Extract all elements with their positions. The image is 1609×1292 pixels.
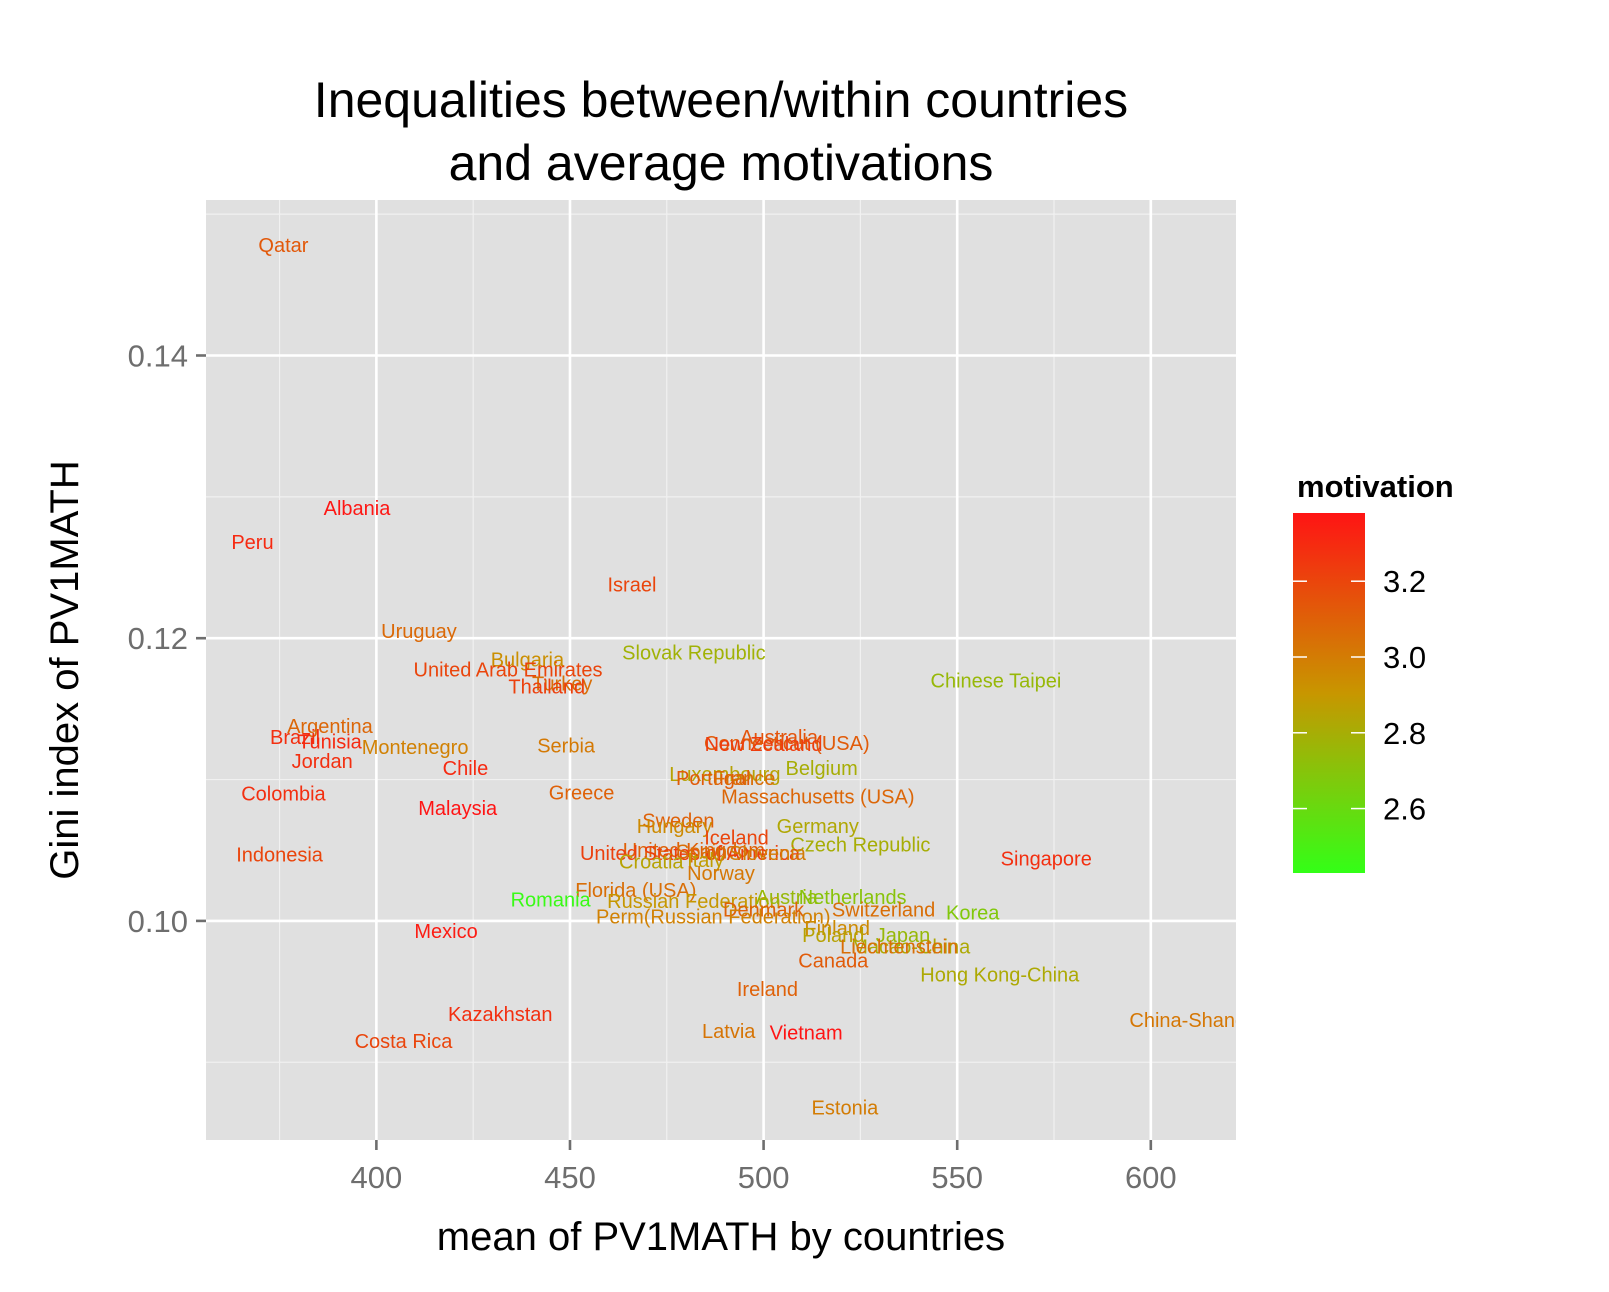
point-label: Slovenia (729, 843, 807, 865)
point-label: Chinese Taipei (931, 671, 1062, 693)
point-label: Brazil (270, 727, 320, 749)
point-label: Luxembourg (669, 764, 780, 786)
point-label: Vietnam (770, 1023, 843, 1045)
point-label: Netherlands (799, 887, 907, 909)
point-label: Czech Republic (790, 835, 930, 857)
x-tick-label: 600 (1125, 1160, 1177, 1195)
point-label: Sweden (642, 811, 714, 833)
grid-major (206, 200, 1236, 1140)
point-label: Finland (804, 918, 870, 940)
x-axis: 400 450 500 550 600 (351, 1140, 1177, 1195)
x-tick-label: 500 (738, 1160, 790, 1195)
y-tick-label: 0.12 (128, 621, 188, 656)
point-label: Connecticut (USA) (704, 733, 870, 755)
point-label: China-Shanghai (1129, 1010, 1272, 1032)
point-label: Hungary (637, 816, 713, 838)
plot-panel (206, 200, 1236, 1140)
point-label: Iceland (704, 828, 769, 850)
point-label: Malaysia (418, 798, 498, 820)
point-label: Norway (687, 863, 755, 885)
legend-tick-label: 3.0 (1383, 640, 1426, 675)
point-label: Denmark (723, 900, 805, 922)
x-tick-label: 400 (351, 1160, 403, 1195)
point-label: Serbia (537, 736, 596, 758)
point-label: United Arab Emirates (414, 659, 603, 681)
point-labels: Qatar Albania Peru Israel Uruguay Slovak Repu… (231, 235, 1272, 1119)
point-label: Canada (798, 950, 869, 972)
point-label: Costa Rica (355, 1031, 454, 1053)
point-label: Argentina (287, 716, 373, 738)
point-label: Germany (777, 816, 859, 838)
point-label: Colombia (241, 784, 326, 806)
x-tick-label: 450 (544, 1160, 596, 1195)
point-label: Russian Federation (607, 891, 780, 913)
chart-title-line-2: and average motivations (449, 135, 994, 191)
point-label: Mexico (414, 921, 477, 943)
point-label: Greece (549, 782, 615, 804)
point-label: France (713, 768, 775, 790)
point-label: Turkey (532, 673, 592, 695)
point-label: Thailand (508, 676, 585, 698)
point-label: Belgium (786, 758, 858, 780)
point-label: Florida (USA) (575, 880, 696, 902)
point-label: Liechtenstein (840, 936, 958, 958)
chart-title-line-1: Inequalities between/within countries (314, 72, 1128, 128)
point-label: Uruguay (381, 621, 457, 643)
point-label: Croatia (619, 852, 684, 874)
y-axis: 0.10 0.12 0.14 (128, 338, 206, 939)
legend-colorbar (1293, 513, 1365, 873)
x-tick-label: 550 (931, 1160, 983, 1195)
y-tick-label: 0.10 (128, 904, 188, 939)
point-label: Qatar (258, 235, 308, 257)
point-label: Japan (876, 925, 931, 947)
point-label: Montenegro (362, 737, 469, 759)
point-label: Poland (802, 925, 864, 947)
point-label: Hong Kong-China (920, 965, 1080, 987)
point-label: Estonia (812, 1097, 880, 1119)
point-label: Spain (676, 842, 727, 864)
point-label: Ireland (737, 979, 798, 1001)
point-label: Macao-China (851, 936, 971, 958)
point-label: Singapore (1001, 849, 1092, 871)
point-label: Israel (607, 574, 656, 596)
legend-tick-label: 2.6 (1383, 792, 1426, 827)
point-label: Perm(Russian Federation) (596, 907, 831, 929)
y-tick-label: 0.14 (128, 338, 188, 373)
legend-tick-label: 3.2 (1383, 564, 1426, 599)
point-label: Peru (231, 532, 273, 554)
point-label: Korea (946, 902, 1000, 924)
point-label: Austria (756, 887, 819, 909)
legend-tick-label: 2.8 (1383, 716, 1426, 751)
point-label: Portugal (676, 768, 751, 790)
point-label: Slovak Republic (622, 642, 765, 664)
point-label: Albania (324, 498, 392, 520)
point-label: Australia (740, 727, 819, 749)
point-label: Kazakhstan (448, 1004, 553, 1026)
point-label: Chile (443, 758, 489, 780)
point-label: United States of America (580, 843, 801, 865)
point-label: Latvia (702, 1021, 756, 1043)
point-label: Massachusetts (USA) (721, 787, 914, 809)
point-label: United Kingdom (623, 840, 765, 862)
point-label: Indonesia (236, 844, 324, 866)
point-label: New Zealand (705, 734, 823, 756)
legend: motivation 3.2 3.0 2.8 2.6 (1293, 469, 1454, 873)
point-label: Switzerland (832, 900, 935, 922)
point-label: Romania (511, 890, 592, 912)
point-label: Italy (687, 850, 724, 872)
point-label: Jordan (292, 751, 353, 773)
point-label: Tunisia (298, 731, 363, 753)
y-axis-title: Gini index of PV1MATH (43, 460, 87, 879)
point-label: Bulgaria (491, 649, 565, 671)
legend-title: motivation (1297, 469, 1454, 504)
x-axis-title: mean of PV1MATH by countries (437, 1215, 1005, 1259)
